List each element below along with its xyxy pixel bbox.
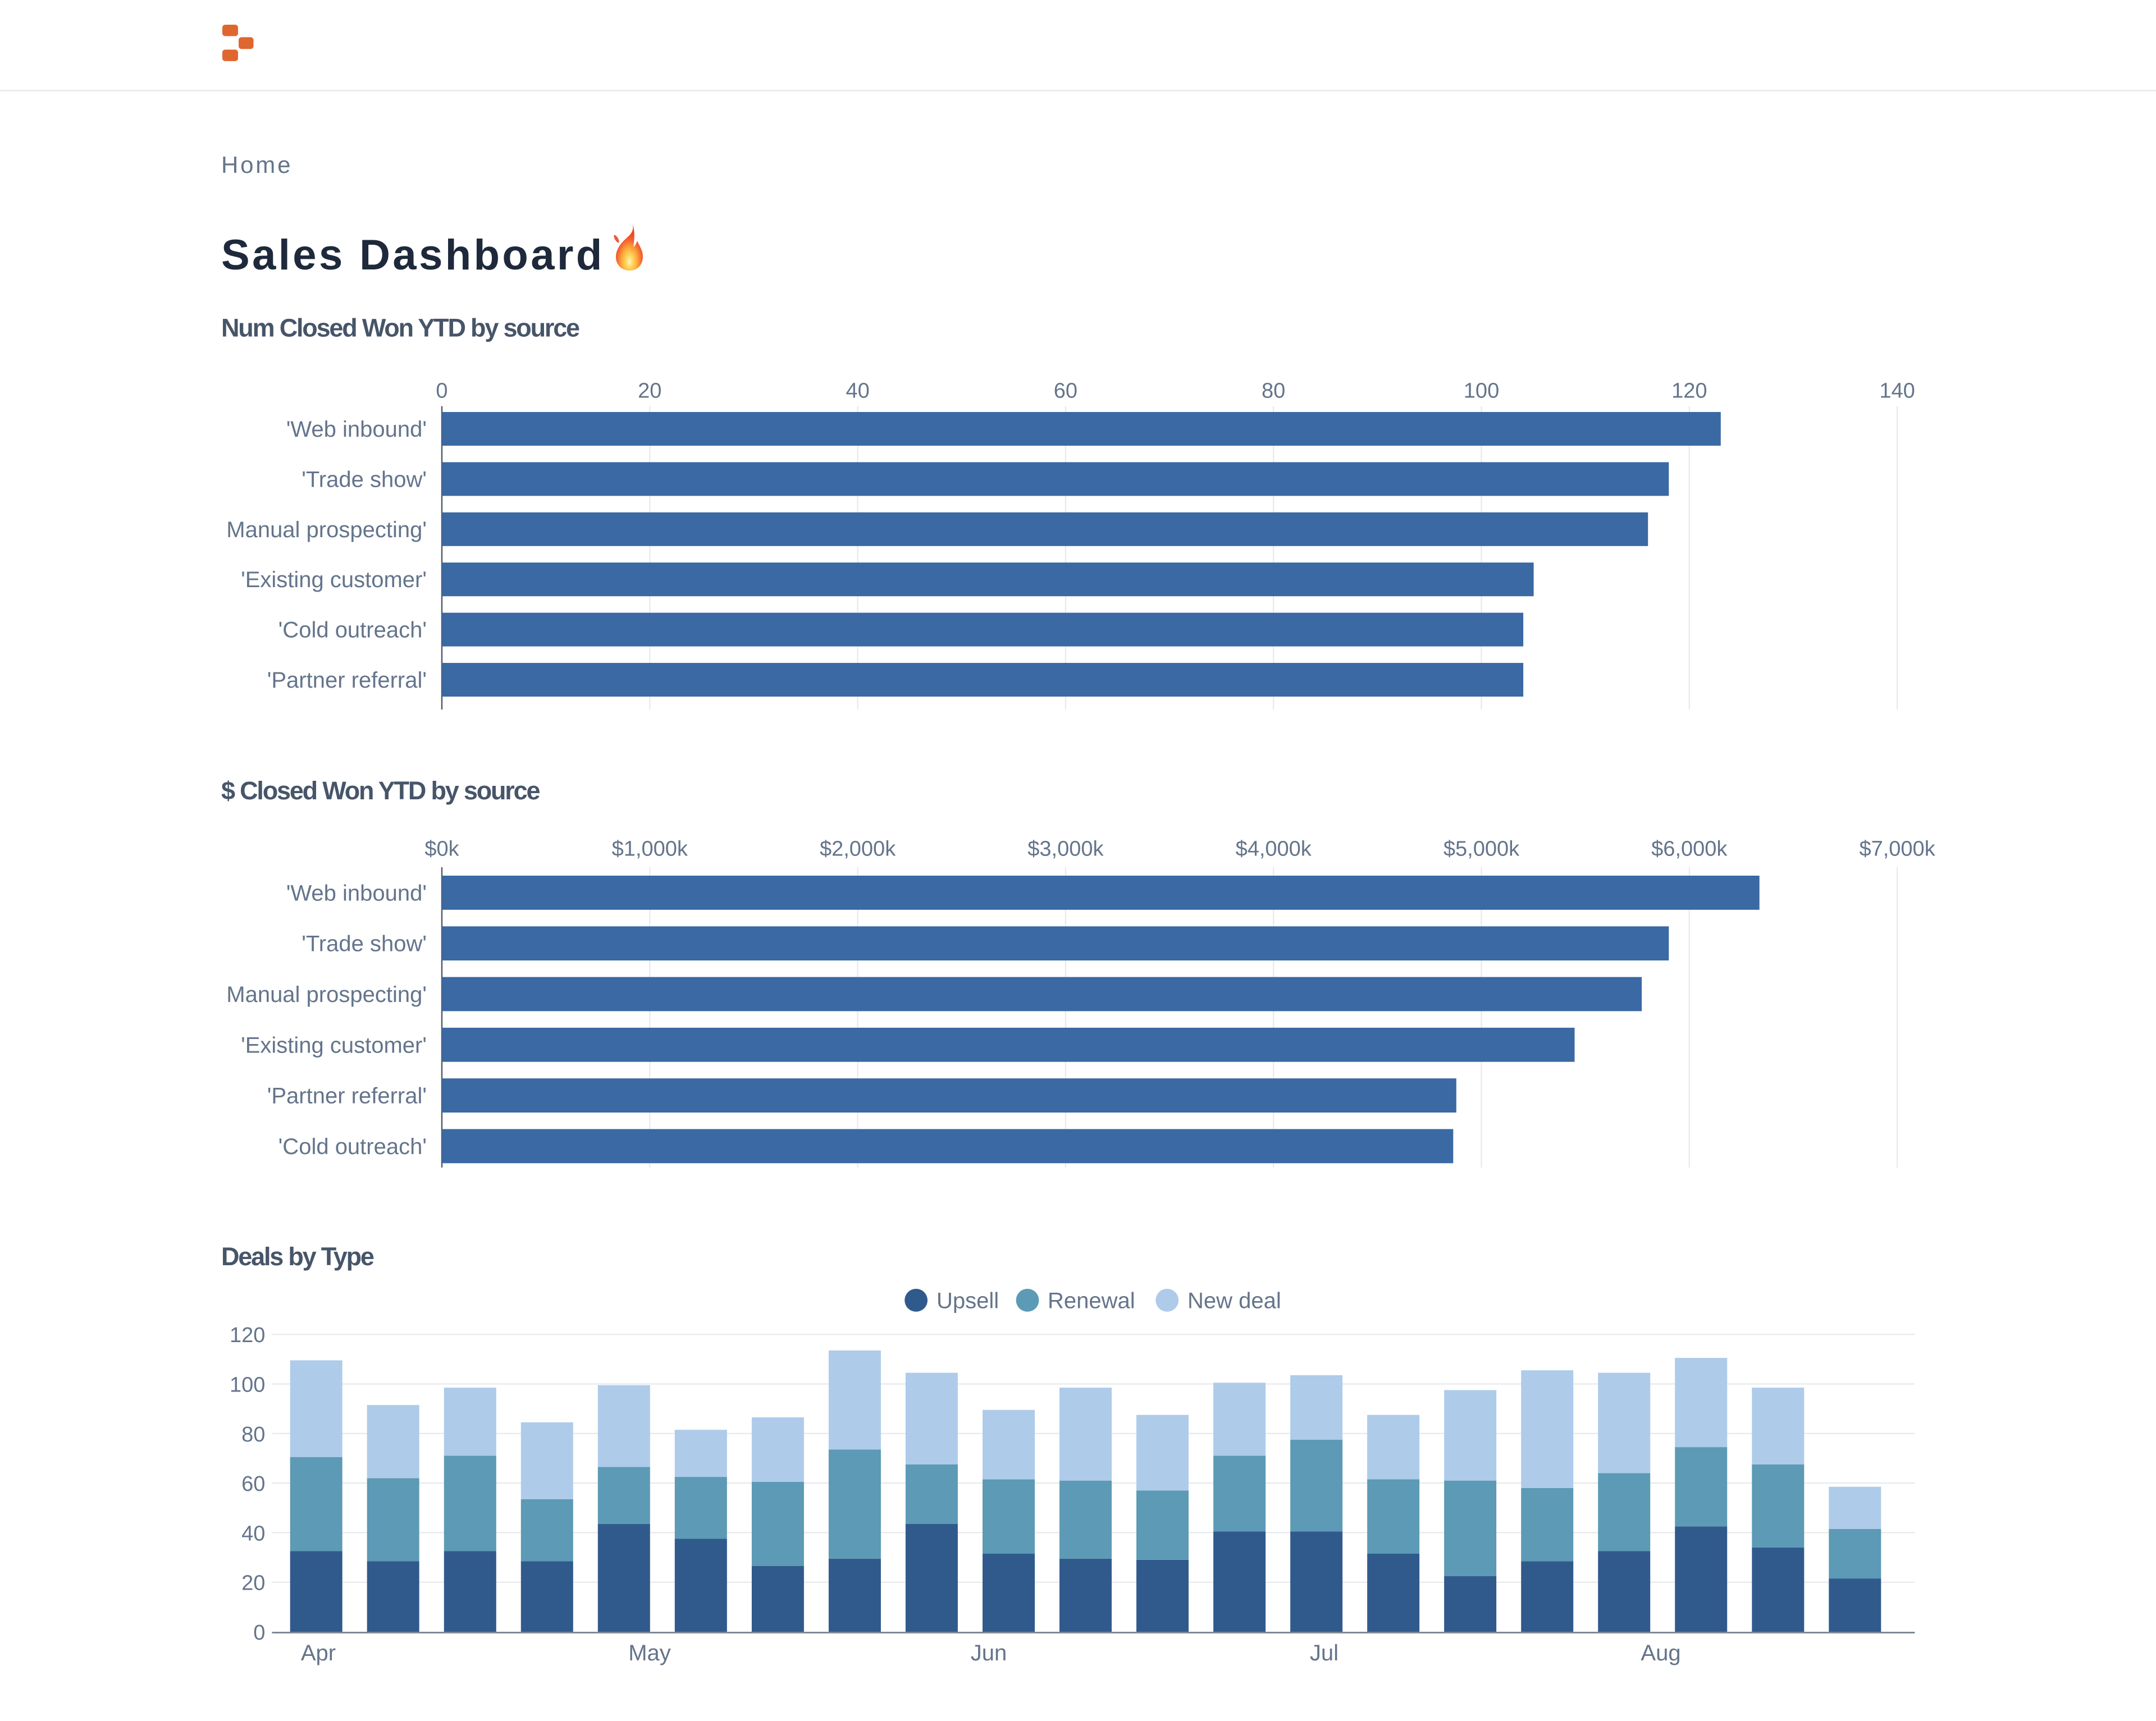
svg-text:$ Closed Won YTD by source: $ Closed Won YTD by source	[221, 776, 540, 805]
svg-text:20: 20	[241, 1572, 265, 1595]
svg-text:Aug: Aug	[1641, 1641, 1680, 1665]
svg-text:'Trade show': 'Trade show'	[302, 932, 427, 956]
svg-text:140: 140	[1879, 379, 1915, 403]
svg-text:100: 100	[1464, 379, 1499, 403]
svg-text:$3,000k: $3,000k	[1027, 837, 1104, 861]
svg-text:$6,000k: $6,000k	[1651, 837, 1728, 861]
svg-text:$7,000k: $7,000k	[1859, 837, 1935, 861]
svg-text:Jul: Jul	[1310, 1641, 1339, 1665]
svg-text:40: 40	[846, 379, 869, 403]
svg-text:Jun: Jun	[971, 1641, 1007, 1665]
svg-text:$0k: $0k	[424, 837, 459, 861]
svg-text:Home: Home	[221, 152, 293, 178]
svg-text:'Web inbound': 'Web inbound'	[286, 881, 427, 905]
svg-text:'Partner referral': 'Partner referral'	[267, 668, 427, 693]
svg-text:'Existing customer': 'Existing customer'	[241, 567, 427, 592]
svg-text:Deals by Type: Deals by Type	[221, 1242, 374, 1271]
svg-text:May: May	[628, 1641, 671, 1665]
svg-text:$1,000k: $1,000k	[612, 837, 688, 861]
svg-text:$4,000k: $4,000k	[1236, 837, 1312, 861]
svg-text:Apr: Apr	[301, 1641, 336, 1665]
svg-text:120: 120	[1671, 379, 1707, 403]
svg-text:120: 120	[230, 1324, 265, 1347]
svg-text:0: 0	[436, 379, 447, 403]
svg-text:80: 80	[1262, 379, 1285, 403]
svg-text:$2,000k: $2,000k	[820, 837, 896, 861]
svg-text:Manual prospecting': Manual prospecting'	[226, 982, 427, 1007]
svg-text:'Partner referral': 'Partner referral'	[267, 1084, 427, 1109]
svg-text:60: 60	[241, 1472, 265, 1496]
svg-text:'Cold outreach': 'Cold outreach'	[278, 618, 427, 643]
svg-text:100: 100	[230, 1374, 265, 1397]
svg-text:$5,000k: $5,000k	[1444, 837, 1520, 861]
svg-text:Manual prospecting': Manual prospecting'	[226, 518, 427, 542]
svg-text:20: 20	[638, 379, 661, 403]
svg-text:New deal: New deal	[1187, 1288, 1281, 1313]
svg-text:Sales Dashboard: Sales Dashboard	[221, 231, 605, 279]
svg-text:'Web inbound': 'Web inbound'	[286, 417, 427, 442]
svg-text:'Existing customer': 'Existing customer'	[241, 1033, 427, 1058]
svg-text:Num Closed Won YTD by source: Num Closed Won YTD by source	[221, 313, 579, 342]
svg-text:80: 80	[241, 1423, 265, 1447]
svg-text:Renewal: Renewal	[1048, 1288, 1135, 1313]
svg-text:'Trade show': 'Trade show'	[302, 467, 427, 492]
svg-text:0: 0	[253, 1621, 265, 1645]
svg-text:'Cold outreach': 'Cold outreach'	[278, 1134, 427, 1159]
svg-text:Upsell: Upsell	[937, 1288, 999, 1313]
svg-text:40: 40	[241, 1522, 265, 1545]
svg-text:60: 60	[1054, 379, 1077, 403]
